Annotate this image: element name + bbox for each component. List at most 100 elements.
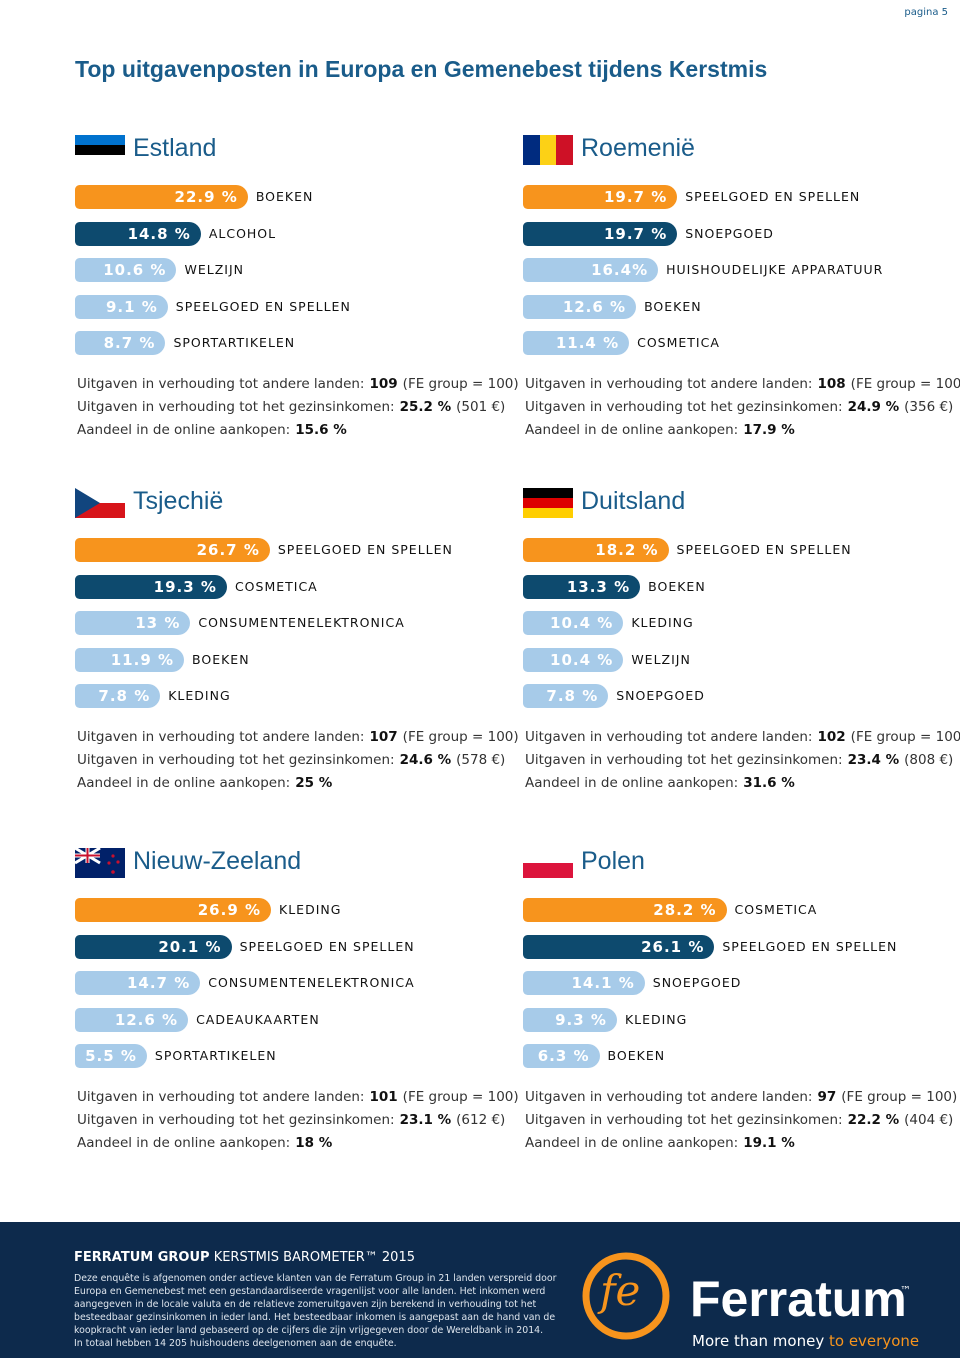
stat-value: 107 [369,729,398,745]
bar-label: 9.1 % [105,297,158,316]
bar [75,221,201,246]
country-name: Duitsland [581,487,686,515]
category: SPEELGOED EN SPELLEN [676,542,852,557]
stat-value: 23.4 % [847,752,900,768]
category: BOEKEN [648,578,706,594]
category: CONSUMENTENELEKTRONICA [198,615,405,630]
logo-mark: fe [600,1266,641,1315]
bar [75,294,168,319]
category: COSMETICA [734,902,818,917]
category: KLEDING [624,1011,688,1027]
footer-line: Deze enquête is afgenomen onder actieve … [74,1273,557,1284]
stat-value: 23.1 % [399,1112,452,1128]
bar [523,898,727,922]
stat-value: 101 [369,1089,398,1105]
stat-line: Uitgaven in verhouding tot het gezinsink… [77,752,505,768]
category: BOEKEN [607,1048,666,1063]
flag-icon [523,135,573,165]
stat-line: Uitgaven in verhouding tot andere landen… [525,376,960,392]
bar-label: 10.4 % [550,650,614,669]
category: SPORTARTIKELEN [154,1048,277,1063]
bar-label: 19.7 % [603,224,668,243]
bar-label: 14.8 % [127,224,191,243]
bar-label: 12.6 % [562,297,627,316]
stat-value: 108 [817,376,846,392]
stat-suffix: (FE group = 100) [402,729,519,745]
country-name: Tsjechië [133,487,224,515]
flag [75,488,125,522]
category: SNOEPGOED [616,688,705,703]
stat-text: Uitgaven in verhouding tot andere landen… [525,376,813,392]
flag-icon [75,135,125,165]
category: SPEELGOED EN SPELLEN [239,938,415,954]
footer-line: aangegeven in de locale valuta en de rel… [74,1299,537,1310]
category: CADEAUKAARTEN [196,1011,320,1027]
stat-line: Uitgaven in verhouding tot het gezinsink… [77,1112,505,1128]
stat-line: Aandeel in de online aankopen: 19.1 % [525,1135,795,1151]
logo: Ferratum [690,1271,907,1327]
stat-value: 102 [817,729,846,745]
page-title: Top uitgavenposten in Europa en Gemenebe… [75,56,768,82]
bar-label: 12.6 % [114,1010,179,1029]
stat-suffix: (404 €) [904,1112,954,1128]
flag-icon [75,488,125,518]
flag-icon [74,846,125,878]
stat-text: Uitgaven in verhouding tot andere landen… [77,376,365,392]
bar [523,971,645,995]
bar [523,611,624,635]
stat-line: Uitgaven in verhouding tot andere landen… [525,1089,957,1105]
bar [523,647,624,672]
footer-title-rest: KERSTMIS BAROMETER™ 2015 [213,1250,415,1265]
slogan-accent: to everyone [829,1332,920,1350]
bar [523,1007,617,1032]
stat-value: 109 [369,376,398,392]
flag [74,846,125,882]
stat-value: 17.9 % [743,422,795,438]
stat-text: Uitgaven in verhouding tot het gezinsink… [525,399,843,415]
category: KLEDING [279,902,342,917]
stat-line: Uitgaven in verhouding tot andere landen… [77,1089,519,1105]
stat-value: 24.6 % [399,752,452,768]
bar-label: 22.9 % [174,188,238,206]
category: SNOEPGOED [652,975,742,990]
stat-value: 31.6 % [743,775,795,791]
stat-suffix: (578 €) [456,752,506,768]
flag-icon [523,848,573,878]
category: CONSUMENTENELEKTRONICA [208,975,415,990]
stat-suffix: (FE group = 100) [402,1089,519,1105]
stat-text: Uitgaven in verhouding tot het gezinsink… [77,752,395,768]
stat-line: Uitgaven in verhouding tot andere landen… [77,729,519,745]
footer: FERRATUM GROUP KERSTMIS BAROMETER™ 2015 … [0,1222,960,1358]
stat-line: Uitgaven in verhouding tot het gezinsink… [525,752,953,768]
stat-text: Aandeel in de online aankopen: [525,1135,739,1151]
page-number: pagina 5 [904,7,948,18]
stat-suffix: (501 €) [456,399,506,415]
footer-line: Europa en Gemenebest met een gestandaard… [74,1286,546,1297]
bar [75,1007,189,1032]
bar [523,934,715,959]
bar [75,971,201,995]
stat-value: 19.1 % [743,1135,795,1151]
category: COSMETICA [637,335,720,350]
stat-suffix: (808 €) [904,752,954,768]
category: KLEDING [168,688,231,703]
stat-text: Aandeel in de online aankopen: [525,422,739,438]
stat-text: Uitgaven in verhouding tot andere landen… [525,1089,813,1105]
stat-value: 15.6 % [295,422,347,438]
stat-line: Aandeel in de online aankopen: 17.9 % [525,422,795,438]
bar [75,1044,147,1068]
country-name: Estland [133,134,217,162]
bar-label: 10.4 % [550,614,614,632]
bar [523,538,669,562]
category: SPEELGOED EN SPELLEN [175,298,351,314]
stat-suffix: (FE group = 100) [850,376,960,392]
stat-text: Uitgaven in verhouding tot het gezinsink… [525,752,843,768]
bar-label: 9.3 % [555,1010,607,1029]
category: SNOEPGOED [685,225,774,241]
bar-label: 19.3 % [153,577,217,596]
footer-text: Deze enquête is afgenomen onder actieve … [74,1272,556,1350]
stat-line: Aandeel in de online aankopen: 18 % [77,1135,332,1151]
category: BOEKEN [192,651,250,667]
stat-suffix: (FE group = 100) [850,729,960,745]
